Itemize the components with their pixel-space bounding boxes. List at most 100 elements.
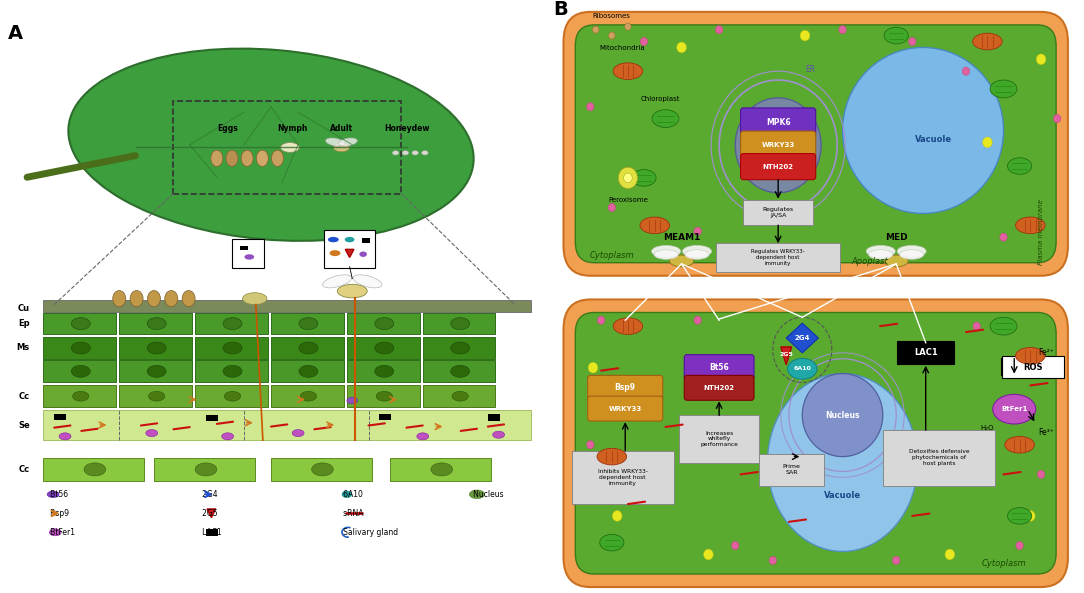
Bar: [240, 246, 248, 250]
Bar: [119, 385, 192, 407]
FancyBboxPatch shape: [882, 430, 995, 486]
Bar: [119, 313, 192, 334]
Bar: [271, 361, 344, 382]
Text: WRKY33: WRKY33: [608, 406, 642, 412]
Text: Bt56: Bt56: [43, 490, 68, 499]
Bar: [423, 337, 495, 359]
Text: Inhibits WRKY33-
dependent host
immunity: Inhibits WRKY33- dependent host immunity: [597, 469, 647, 486]
Ellipse shape: [149, 391, 165, 401]
Text: ER: ER: [805, 65, 815, 74]
Text: sRNA: sRNA: [336, 509, 363, 518]
Text: Ribosomes: Ribosomes: [593, 13, 631, 19]
Ellipse shape: [402, 151, 409, 155]
FancyBboxPatch shape: [564, 299, 1068, 587]
Text: Se: Se: [18, 420, 30, 430]
Bar: [43, 385, 116, 407]
Ellipse shape: [147, 342, 166, 354]
Ellipse shape: [492, 431, 504, 438]
Ellipse shape: [347, 397, 358, 404]
Ellipse shape: [330, 250, 340, 256]
Text: BtFer1: BtFer1: [1001, 406, 1028, 412]
Ellipse shape: [412, 151, 418, 155]
Ellipse shape: [353, 275, 382, 288]
Circle shape: [593, 26, 599, 33]
FancyBboxPatch shape: [564, 12, 1068, 276]
Circle shape: [715, 25, 723, 34]
Bar: [195, 313, 268, 334]
Circle shape: [908, 37, 916, 46]
Ellipse shape: [145, 429, 158, 436]
Bar: [119, 361, 192, 382]
Text: Adult: Adult: [330, 124, 353, 133]
Bar: [423, 385, 495, 407]
Bar: [271, 458, 372, 481]
Text: H₂O: H₂O: [981, 425, 994, 431]
Text: Honeydew: Honeydew: [384, 124, 429, 133]
FancyBboxPatch shape: [684, 355, 754, 380]
Ellipse shape: [654, 250, 679, 259]
Ellipse shape: [299, 318, 318, 330]
Bar: [488, 414, 500, 420]
Circle shape: [1025, 511, 1035, 521]
Text: 6A10: 6A10: [793, 366, 811, 371]
Ellipse shape: [299, 342, 318, 354]
Bar: [43, 313, 116, 334]
Bar: [271, 337, 344, 359]
Circle shape: [973, 322, 980, 330]
Ellipse shape: [68, 49, 474, 241]
Ellipse shape: [299, 365, 318, 377]
Ellipse shape: [597, 448, 627, 465]
Ellipse shape: [245, 254, 254, 260]
Ellipse shape: [653, 110, 679, 127]
Ellipse shape: [972, 33, 1003, 50]
Ellipse shape: [599, 534, 624, 551]
Ellipse shape: [300, 391, 317, 401]
Ellipse shape: [685, 250, 709, 259]
Ellipse shape: [59, 433, 72, 440]
Ellipse shape: [343, 491, 351, 498]
Circle shape: [597, 316, 605, 324]
Text: Prime
SAR: Prime SAR: [783, 464, 800, 475]
Circle shape: [1036, 54, 1046, 65]
Ellipse shape: [614, 318, 643, 334]
Ellipse shape: [223, 318, 242, 330]
Bar: [195, 361, 268, 382]
FancyBboxPatch shape: [740, 154, 816, 180]
Circle shape: [769, 556, 776, 565]
Ellipse shape: [375, 342, 393, 354]
Ellipse shape: [392, 151, 399, 155]
Ellipse shape: [735, 98, 821, 193]
Ellipse shape: [312, 463, 334, 476]
Ellipse shape: [360, 251, 366, 257]
Text: LAC1: LAC1: [914, 347, 938, 357]
Text: MEAM1: MEAM1: [663, 233, 700, 242]
Circle shape: [839, 25, 847, 34]
Bar: [119, 337, 192, 359]
Bar: [390, 458, 491, 481]
Ellipse shape: [223, 342, 242, 354]
Ellipse shape: [802, 374, 882, 457]
Text: Salivary gland: Salivary gland: [336, 528, 398, 537]
Bar: [347, 313, 420, 334]
Ellipse shape: [431, 463, 453, 476]
Ellipse shape: [72, 342, 90, 354]
Ellipse shape: [451, 318, 469, 330]
FancyBboxPatch shape: [717, 243, 840, 272]
FancyBboxPatch shape: [324, 230, 375, 268]
Text: Apoplast: Apoplast: [851, 257, 888, 266]
Ellipse shape: [337, 284, 367, 298]
Text: Cu: Cu: [17, 304, 30, 313]
FancyBboxPatch shape: [1002, 356, 1064, 378]
Ellipse shape: [993, 394, 1035, 424]
FancyBboxPatch shape: [576, 25, 1056, 263]
Ellipse shape: [651, 246, 681, 257]
Ellipse shape: [990, 317, 1017, 335]
Ellipse shape: [422, 151, 428, 155]
Bar: [347, 385, 420, 407]
Text: NTH202: NTH202: [763, 164, 793, 170]
Bar: [271, 313, 344, 334]
Text: Fe³⁺: Fe³⁺: [1038, 428, 1055, 438]
Circle shape: [982, 137, 992, 148]
Text: Chloroplast: Chloroplast: [641, 96, 680, 102]
Text: A: A: [9, 24, 23, 43]
